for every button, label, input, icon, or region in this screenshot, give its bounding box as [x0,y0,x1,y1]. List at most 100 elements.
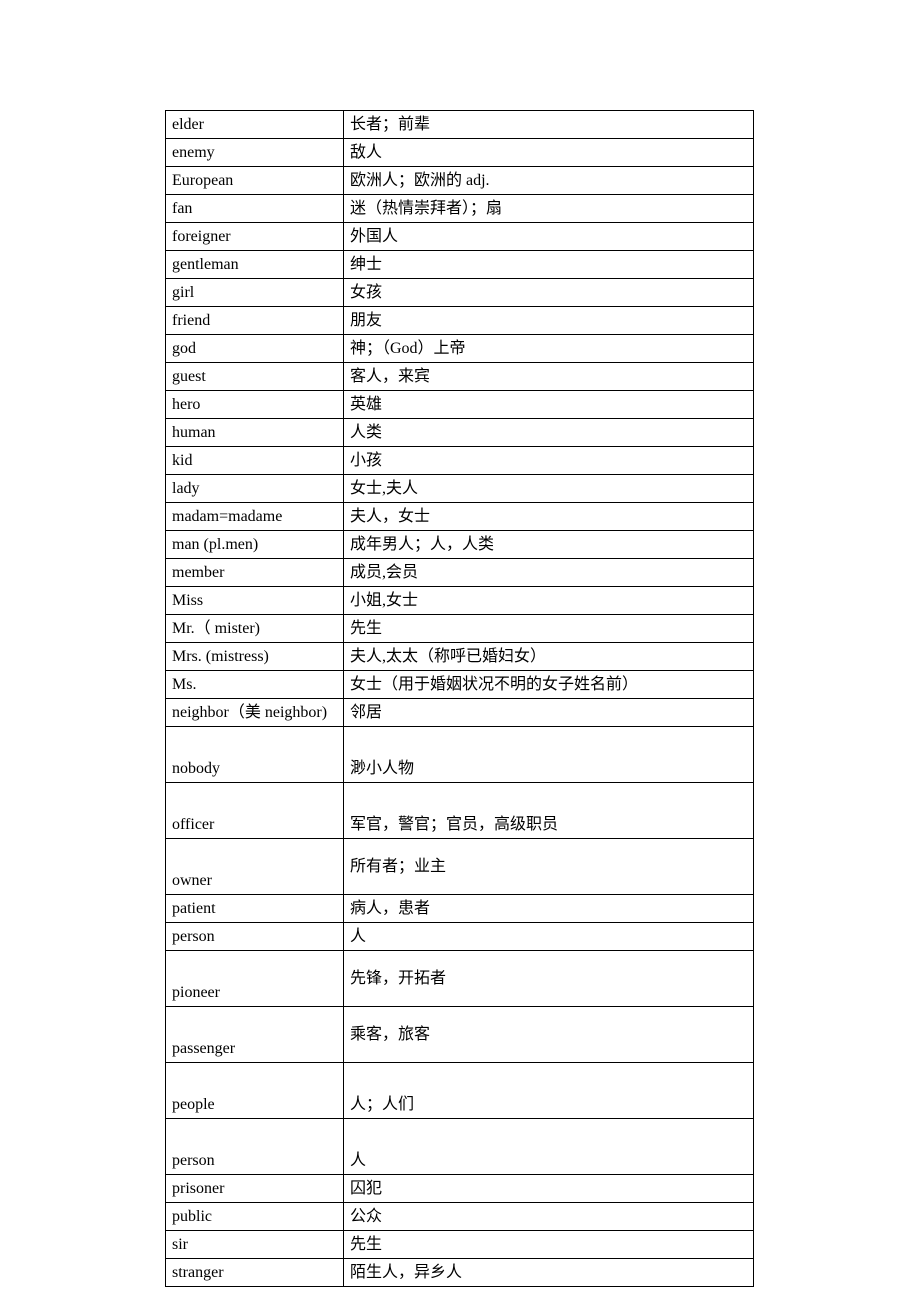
english-cell: fan [166,195,344,223]
table-row: god神；（God）上帝 [166,335,754,363]
english-cell: stranger [166,1259,344,1287]
chinese-cell: 人；人们 [344,1063,754,1119]
chinese-cell: 小姐,女士 [344,587,754,615]
chinese-cell: 女孩 [344,279,754,307]
table-row: Mrs. (mistress)夫人,太太（称呼已婚妇女） [166,643,754,671]
table-row: human人类 [166,419,754,447]
english-cell: madam=madame [166,503,344,531]
english-cell: gentleman [166,251,344,279]
chinese-cell: 敌人 [344,139,754,167]
table-row: European欧洲人；欧洲的 adj. [166,167,754,195]
table-row: owner所有者；业主 [166,839,754,895]
chinese-cell: 女士,夫人 [344,475,754,503]
english-cell: European [166,167,344,195]
table-row: officer军官，警官；官员，高级职员 [166,783,754,839]
chinese-cell: 朋友 [344,307,754,335]
english-cell: enemy [166,139,344,167]
english-cell: Ms. [166,671,344,699]
english-cell: person [166,923,344,951]
chinese-cell: 先生 [344,615,754,643]
chinese-cell: 囚犯 [344,1175,754,1203]
table-row: fan迷（热情崇拜者）；扇 [166,195,754,223]
table-row: neighbor（美 neighbor)邻居 [166,699,754,727]
table-row: lady女士,夫人 [166,475,754,503]
english-cell: guest [166,363,344,391]
table-row: patient病人，患者 [166,895,754,923]
english-cell: person [166,1119,344,1175]
english-cell: kid [166,447,344,475]
english-cell: god [166,335,344,363]
table-row: public公众 [166,1203,754,1231]
chinese-cell: 乘客，旅客 [344,1007,754,1063]
chinese-cell: 渺小人物 [344,727,754,783]
english-cell: prisoner [166,1175,344,1203]
table-row: kid小孩 [166,447,754,475]
chinese-cell: 公众 [344,1203,754,1231]
table-row: girl女孩 [166,279,754,307]
table-row: enemy敌人 [166,139,754,167]
chinese-cell: 客人，来宾 [344,363,754,391]
chinese-cell: 人 [344,1119,754,1175]
chinese-cell: 夫人，女士 [344,503,754,531]
chinese-cell: 人 [344,923,754,951]
english-cell: lady [166,475,344,503]
chinese-cell: 欧洲人；欧洲的 adj. [344,167,754,195]
chinese-cell: 成年男人；人，人类 [344,531,754,559]
english-cell: nobody [166,727,344,783]
chinese-cell: 迷（热情崇拜者）；扇 [344,195,754,223]
table-body: elder长者；前辈enemy敌人European欧洲人；欧洲的 adj.fan… [166,111,754,1287]
chinese-cell: 成员,会员 [344,559,754,587]
english-cell: foreigner [166,223,344,251]
table-row: sir先生 [166,1231,754,1259]
table-row: person人 [166,1119,754,1175]
table-row: hero英雄 [166,391,754,419]
chinese-cell: 神；（God）上帝 [344,335,754,363]
vocabulary-table: elder长者；前辈enemy敌人European欧洲人；欧洲的 adj.fan… [165,110,754,1287]
english-cell: hero [166,391,344,419]
english-cell: pioneer [166,951,344,1007]
chinese-cell: 人类 [344,419,754,447]
chinese-cell: 陌生人，异乡人 [344,1259,754,1287]
chinese-cell: 军官，警官；官员，高级职员 [344,783,754,839]
english-cell: passenger [166,1007,344,1063]
table-row: madam=madame夫人，女士 [166,503,754,531]
table-row: friend朋友 [166,307,754,335]
chinese-cell: 所有者；业主 [344,839,754,895]
english-cell: Mrs. (mistress) [166,643,344,671]
english-cell: man (pl.men) [166,531,344,559]
english-cell: girl [166,279,344,307]
english-cell: neighbor（美 neighbor) [166,699,344,727]
chinese-cell: 英雄 [344,391,754,419]
chinese-cell: 绅士 [344,251,754,279]
english-cell: sir [166,1231,344,1259]
table-row: Mr.（ mister)先生 [166,615,754,643]
chinese-cell: 小孩 [344,447,754,475]
english-cell: Mr.（ mister) [166,615,344,643]
chinese-cell: 女士（用于婚姻状况不明的女子姓名前） [344,671,754,699]
table-row: guest客人，来宾 [166,363,754,391]
table-row: man (pl.men)成年男人；人，人类 [166,531,754,559]
document-page: elder长者；前辈enemy敌人European欧洲人；欧洲的 adj.fan… [0,0,920,1302]
table-row: gentleman绅士 [166,251,754,279]
english-cell: people [166,1063,344,1119]
chinese-cell: 夫人,太太（称呼已婚妇女） [344,643,754,671]
english-cell: public [166,1203,344,1231]
table-row: Miss小姐,女士 [166,587,754,615]
table-row: elder长者；前辈 [166,111,754,139]
english-cell: officer [166,783,344,839]
chinese-cell: 外国人 [344,223,754,251]
table-row: pioneer先锋，开拓者 [166,951,754,1007]
chinese-cell: 邻居 [344,699,754,727]
table-row: Ms.女士（用于婚姻状况不明的女子姓名前） [166,671,754,699]
table-row: passenger乘客，旅客 [166,1007,754,1063]
table-row: foreigner外国人 [166,223,754,251]
table-row: member成员,会员 [166,559,754,587]
table-row: prisoner囚犯 [166,1175,754,1203]
english-cell: human [166,419,344,447]
english-cell: friend [166,307,344,335]
table-row: stranger陌生人，异乡人 [166,1259,754,1287]
chinese-cell: 先生 [344,1231,754,1259]
english-cell: member [166,559,344,587]
table-row: nobody渺小人物 [166,727,754,783]
table-row: people人；人们 [166,1063,754,1119]
